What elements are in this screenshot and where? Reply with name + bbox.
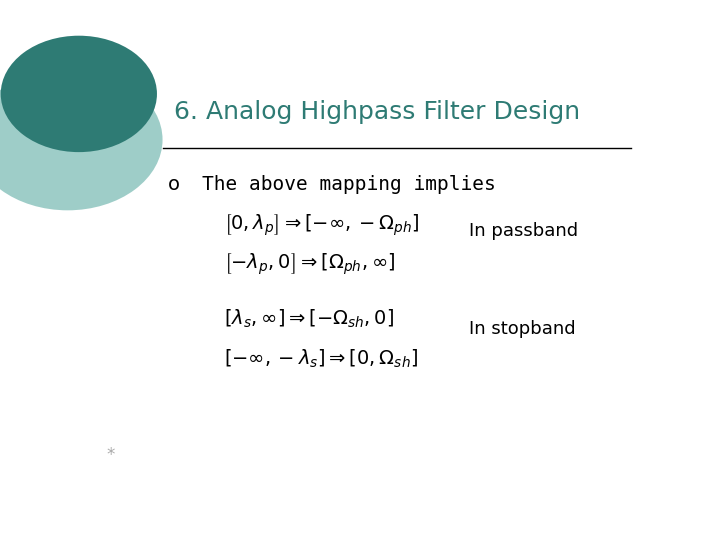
Text: *: * <box>107 446 115 464</box>
Text: 6. Analog Highpass Filter Design: 6. Analog Highpass Filter Design <box>174 100 580 124</box>
Circle shape <box>1 36 157 152</box>
Text: $\left[-\lambda_p,0\right] \Rightarrow \left[\Omega_{ph},\infty\right]$: $\left[-\lambda_p,0\right] \Rightarrow \… <box>224 252 395 278</box>
Text: $\left[0,\lambda_p\right] \Rightarrow \left[-\infty,-\Omega_{ph}\right]$: $\left[0,\lambda_p\right] \Rightarrow \l… <box>224 212 419 238</box>
Text: o: o <box>168 175 180 194</box>
Text: In stopband: In stopband <box>469 320 576 338</box>
Circle shape <box>0 69 163 211</box>
Text: $\left[\lambda_s,\infty\right] \Rightarrow \left[-\Omega_{sh},0\right]$: $\left[\lambda_s,\infty\right] \Rightarr… <box>224 308 394 330</box>
Text: The above mapping implies: The above mapping implies <box>202 175 495 194</box>
Text: In passband: In passband <box>469 222 579 240</box>
Text: $\left[-\infty,-\lambda_s\right] \Rightarrow \left[0,\Omega_{sh}\right]$: $\left[-\infty,-\lambda_s\right] \Righta… <box>224 348 418 370</box>
